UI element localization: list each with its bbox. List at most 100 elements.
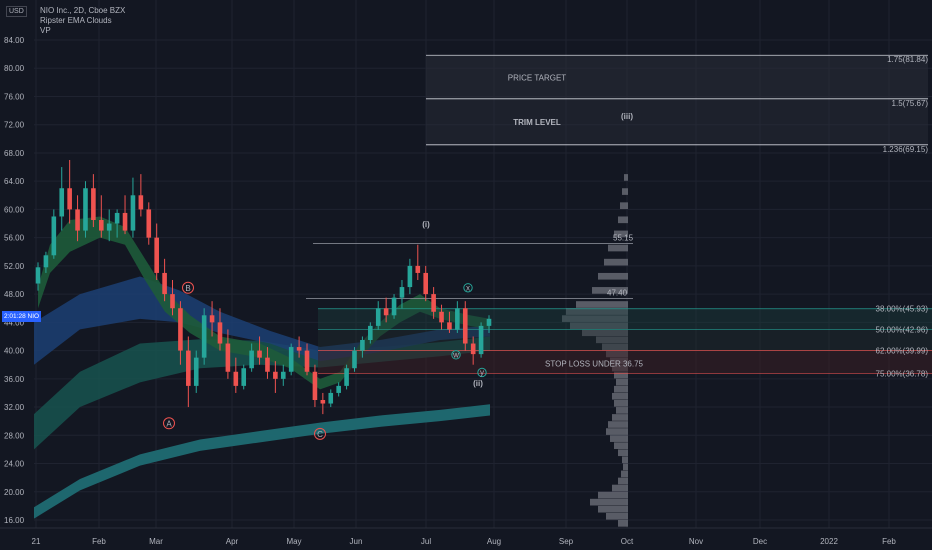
- candle-body: [399, 287, 405, 298]
- fib-label: 1.236(69.15): [883, 145, 929, 154]
- y-tick-label: 24.00: [4, 460, 25, 469]
- symbol-title[interactable]: NIO Inc., 2D, Cboe BZX: [40, 6, 126, 15]
- trim-level-label: TRIM LEVEL: [513, 118, 561, 127]
- ema-cloud-blue: [34, 276, 490, 365]
- price-tag-symbol: NIO: [27, 313, 40, 320]
- candle-body: [312, 371, 318, 400]
- candle-body: [257, 350, 262, 358]
- stop-loss-label: STOP LOSS UNDER 36.75: [545, 359, 644, 368]
- volume-profile-bar: [606, 428, 628, 435]
- candle-body: [273, 371, 278, 379]
- indicator-volume-profile[interactable]: VP: [40, 26, 51, 35]
- volume-profile-bar: [606, 512, 628, 520]
- candle-body: [106, 223, 112, 231]
- fib-retracement-label: 75.00%(36.78): [876, 369, 929, 378]
- x-tick-label: Sep: [559, 537, 574, 546]
- wave-label: (iii): [621, 112, 633, 121]
- circled-wave-marker: [451, 350, 461, 360]
- candle-body: [154, 237, 159, 273]
- candle-body: [170, 294, 175, 309]
- circled-wave-marker: [477, 367, 487, 378]
- y-tick-label: 28.00: [4, 431, 25, 440]
- volume-profile-bar: [598, 491, 628, 499]
- candle-body: [35, 267, 41, 284]
- volume-profile-bar: [618, 216, 628, 224]
- volume-profile-bar: [590, 498, 628, 506]
- price-target-zone: [426, 55, 928, 99]
- circled-wave-label: C: [317, 430, 323, 439]
- candle-body: [201, 315, 207, 358]
- candle-body: [162, 272, 167, 295]
- x-tick-label: Dec: [753, 537, 767, 546]
- volume-profile-bar: [616, 378, 628, 386]
- candle-body: [225, 343, 231, 372]
- long-ema-band: [34, 404, 490, 519]
- circled-wave-label: A: [166, 419, 172, 428]
- candle-body: [265, 357, 270, 372]
- horizontal-level-label: 55.15: [613, 234, 634, 243]
- y-tick-label: 68.00: [4, 149, 25, 158]
- x-tick-label: Nov: [689, 537, 703, 546]
- fib-label: 1.75(81.84): [887, 55, 928, 64]
- candle-body: [328, 392, 334, 404]
- y-tick-label: 20.00: [4, 488, 25, 497]
- chart-legend: NIO Inc., 2D, Cboe BZX Ripster EMA Cloud…: [40, 6, 125, 36]
- volume-profile-bar: [618, 449, 628, 457]
- x-tick-label: 21: [32, 537, 41, 546]
- fib-zone-38-50: [318, 308, 932, 330]
- circled-wave-marker: [463, 283, 473, 293]
- candle-body: [186, 350, 191, 386]
- price-tag-time: 2:01:28: [4, 313, 26, 320]
- volume-profile-bar: [618, 520, 628, 527]
- candle-body: [75, 209, 80, 231]
- volume-profile-bar: [622, 456, 628, 464]
- candle-body: [447, 322, 452, 330]
- volume-profile-bar: [598, 505, 628, 513]
- candle-body: [368, 325, 373, 340]
- candle-body: [138, 195, 144, 210]
- candle-body: [320, 400, 326, 404]
- candle-body: [193, 357, 199, 386]
- y-tick-label: 64.00: [4, 177, 25, 186]
- volume-profile-bar: [562, 315, 628, 322]
- candle-body: [455, 308, 460, 330]
- fib-zone-62-75: [318, 350, 932, 374]
- candle-body: [470, 343, 476, 355]
- candle-body: [439, 311, 444, 323]
- volume-profile-bar: [614, 230, 628, 238]
- candle-body: [375, 308, 381, 326]
- price-target-label: PRICE TARGET: [508, 73, 566, 82]
- x-tick-label: Mar: [149, 537, 163, 546]
- candle-body: [431, 294, 436, 312]
- candle-body: [91, 188, 96, 220]
- candle-body: [415, 265, 421, 273]
- candle-body: [296, 347, 302, 351]
- y-tick-label: 72.00: [4, 121, 25, 130]
- trim-level-zone: [426, 98, 928, 145]
- current-price-tag: 2:01:28 NIO: [2, 311, 42, 322]
- x-tick-label: Apr: [226, 537, 239, 546]
- candle-body: [249, 350, 254, 369]
- candle-body: [486, 318, 492, 326]
- volume-profile-bar: [612, 392, 628, 400]
- volume-profile-bar: [612, 484, 628, 492]
- volume-profile-bar: [614, 371, 628, 379]
- fib-zone-50-62: [318, 329, 932, 351]
- volume-profile-bar: [576, 301, 628, 308]
- currency-badge[interactable]: USD: [6, 6, 27, 17]
- volume-profile-bar: [614, 385, 628, 393]
- volume-profile-bar: [610, 435, 628, 442]
- volume-profile-bar: [621, 470, 628, 478]
- fib-label: 1.5(75.67): [892, 99, 929, 108]
- candle-body: [233, 371, 239, 386]
- indicator-ema-clouds[interactable]: Ripster EMA Clouds: [40, 16, 112, 25]
- x-tick-label: Feb: [882, 537, 896, 546]
- volume-profile-bar: [592, 287, 628, 294]
- candle-body: [122, 212, 128, 231]
- y-tick-label: 44.00: [4, 318, 25, 327]
- circled-wave-marker: [163, 417, 175, 430]
- x-tick-label: 2022: [820, 537, 838, 546]
- candle-body: [304, 350, 310, 372]
- circled-wave-marker: [314, 427, 326, 440]
